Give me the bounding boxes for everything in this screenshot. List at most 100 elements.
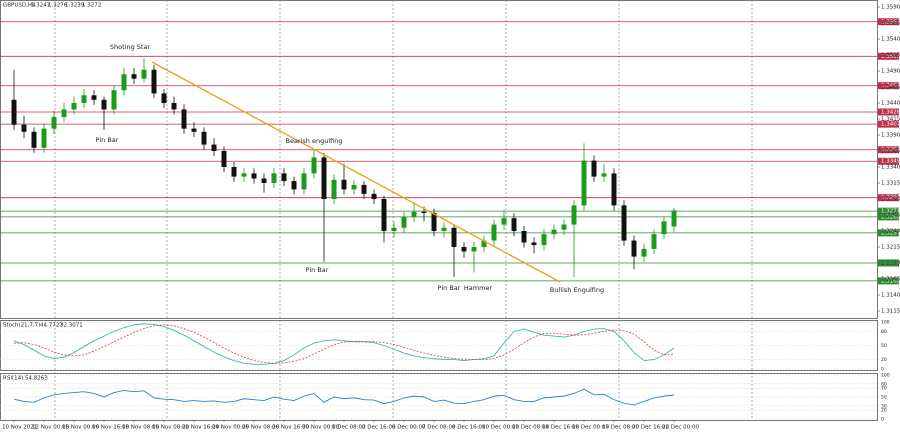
y-tick-label: 1.3115: [881, 308, 900, 314]
annotation: Bullish Engulfing: [550, 286, 604, 294]
level-label-box: [878, 229, 899, 237]
level-label: 1.3162: [881, 278, 900, 284]
y-tick-label: 70: [881, 386, 887, 392]
rsi-header: RSI(14) 54.8263: [3, 376, 48, 382]
x-tick-label: 17 Dec 08:00: [602, 425, 639, 431]
candle-body: [431, 213, 437, 231]
candle-body: [341, 179, 347, 190]
y-tick-label: 1.3415: [881, 117, 900, 123]
level-label: 1.3190: [881, 260, 900, 266]
candle-body: [191, 128, 197, 132]
rsi-value: 54.8263: [25, 376, 48, 382]
candle-body: [361, 184, 367, 194]
y-tick-label: 1.3290: [881, 196, 900, 202]
level-label: 1.3367: [881, 147, 900, 153]
candle-body: [31, 131, 37, 148]
y-tick-label: 1.3365: [881, 149, 900, 155]
y-tick-label: 1.3440: [881, 101, 900, 107]
candle-body: [141, 69, 147, 79]
candle-body: [611, 173, 617, 206]
candle-body: [461, 246, 467, 252]
candle-body: [541, 234, 547, 246]
level-label: 1.3292: [881, 195, 900, 201]
level-label-box: [878, 213, 899, 221]
candle-body: [351, 184, 357, 190]
y-tick-label: 50: [881, 395, 887, 401]
candle-body: [221, 151, 227, 167]
candle-body: [601, 173, 607, 177]
candle-body: [381, 198, 387, 231]
stoch-title: Stoch(21,7,7): [3, 323, 40, 329]
level-label-box: [878, 52, 899, 60]
symbol-title: GBPUSD,H4: [3, 3, 36, 9]
candle-body: [491, 224, 497, 241]
x-tick-label: 18 Nov 08:00: [122, 425, 160, 431]
y-tick-label: 1.3215: [881, 244, 900, 250]
y-tick-label: 1.3165: [881, 276, 900, 282]
price-header: GBPUSD,H4 1.3247 1.3276 1.3239 1.3272: [3, 3, 101, 9]
candle-body: [621, 205, 627, 241]
candle-body: [11, 99, 17, 125]
candle-body: [551, 229, 557, 235]
y-tick-label: 1.3465: [881, 85, 900, 91]
candle-body: [161, 93, 167, 104]
candle-body: [421, 211, 427, 214]
candle-body: [251, 173, 257, 179]
candle-body: [451, 227, 457, 247]
level-label-box: [878, 108, 899, 116]
candle-body: [91, 95, 97, 100]
y-tick-label: 1.3315: [881, 180, 900, 186]
x-tick-label: 13 Dec 08:00: [512, 425, 549, 431]
x-tick-label: 10 Dec 00:00: [482, 425, 519, 431]
x-tick-label: 20 Dec 16:00: [632, 425, 669, 431]
header-close: 1.3272: [82, 3, 101, 9]
y-tick-label: 20: [881, 408, 887, 414]
candle-body: [581, 160, 587, 206]
x-tick-label: 15 Nov 00:00: [62, 425, 100, 431]
level-label: 1.3349: [881, 159, 900, 165]
stoch-main-value: 44.7727: [40, 323, 63, 329]
level-label: 1.3407: [881, 122, 900, 128]
x-tick-label: 1 Dec 08:00: [332, 425, 366, 431]
candle-body: [401, 216, 407, 228]
level-label-box: [878, 194, 899, 202]
y-tick-label: 80: [881, 381, 887, 387]
y-tick-label: 1.3190: [881, 260, 900, 266]
candle-body: [21, 124, 27, 132]
candle-body: [471, 246, 477, 252]
x-tick-label: 10 Nov 2021: [2, 425, 37, 431]
candle-body: [671, 210, 677, 227]
y-tick-label: 1.3565: [881, 21, 900, 27]
candle-body: [151, 69, 157, 94]
candle-body: [481, 240, 487, 247]
candle-body: [81, 95, 87, 104]
y-tick-label: 1.3340: [881, 164, 900, 170]
x-tick-label: 6 Dec 00:00: [392, 425, 426, 431]
candle-body: [631, 240, 637, 257]
y-tick-label: 80: [881, 329, 887, 335]
candle-body: [101, 99, 107, 110]
candle-body: [531, 242, 537, 246]
header-high: 1.3276: [48, 3, 68, 9]
y-tick-label: 1.3140: [881, 292, 900, 298]
candle-body: [271, 173, 277, 183]
annotations: Shoting Star Pin Bar Bearish engulfing P…: [96, 43, 605, 294]
y-tick-label: 20: [881, 357, 887, 363]
stoch-signal-value: 32.3071: [60, 323, 83, 329]
y-tick-label: 1.3490: [881, 69, 900, 75]
candle-body: [121, 74, 127, 91]
candle-body: [571, 205, 577, 225]
level-label: 1.3467: [881, 83, 900, 89]
chart-elements: 1.31151.31401.31651.31901.32151.32401.32…: [0, 5, 900, 431]
x-tick-label: 19 Nov 08:00: [152, 425, 190, 431]
trendline: [151, 61, 561, 283]
candle-body: [291, 181, 297, 190]
rsi-title: RSI(14): [3, 376, 23, 382]
y-tick-label: 1.3515: [881, 53, 900, 59]
candle-body: [261, 178, 267, 183]
candle-body: [41, 128, 47, 148]
level-label-box: [878, 277, 899, 285]
candle-body: [331, 179, 337, 199]
